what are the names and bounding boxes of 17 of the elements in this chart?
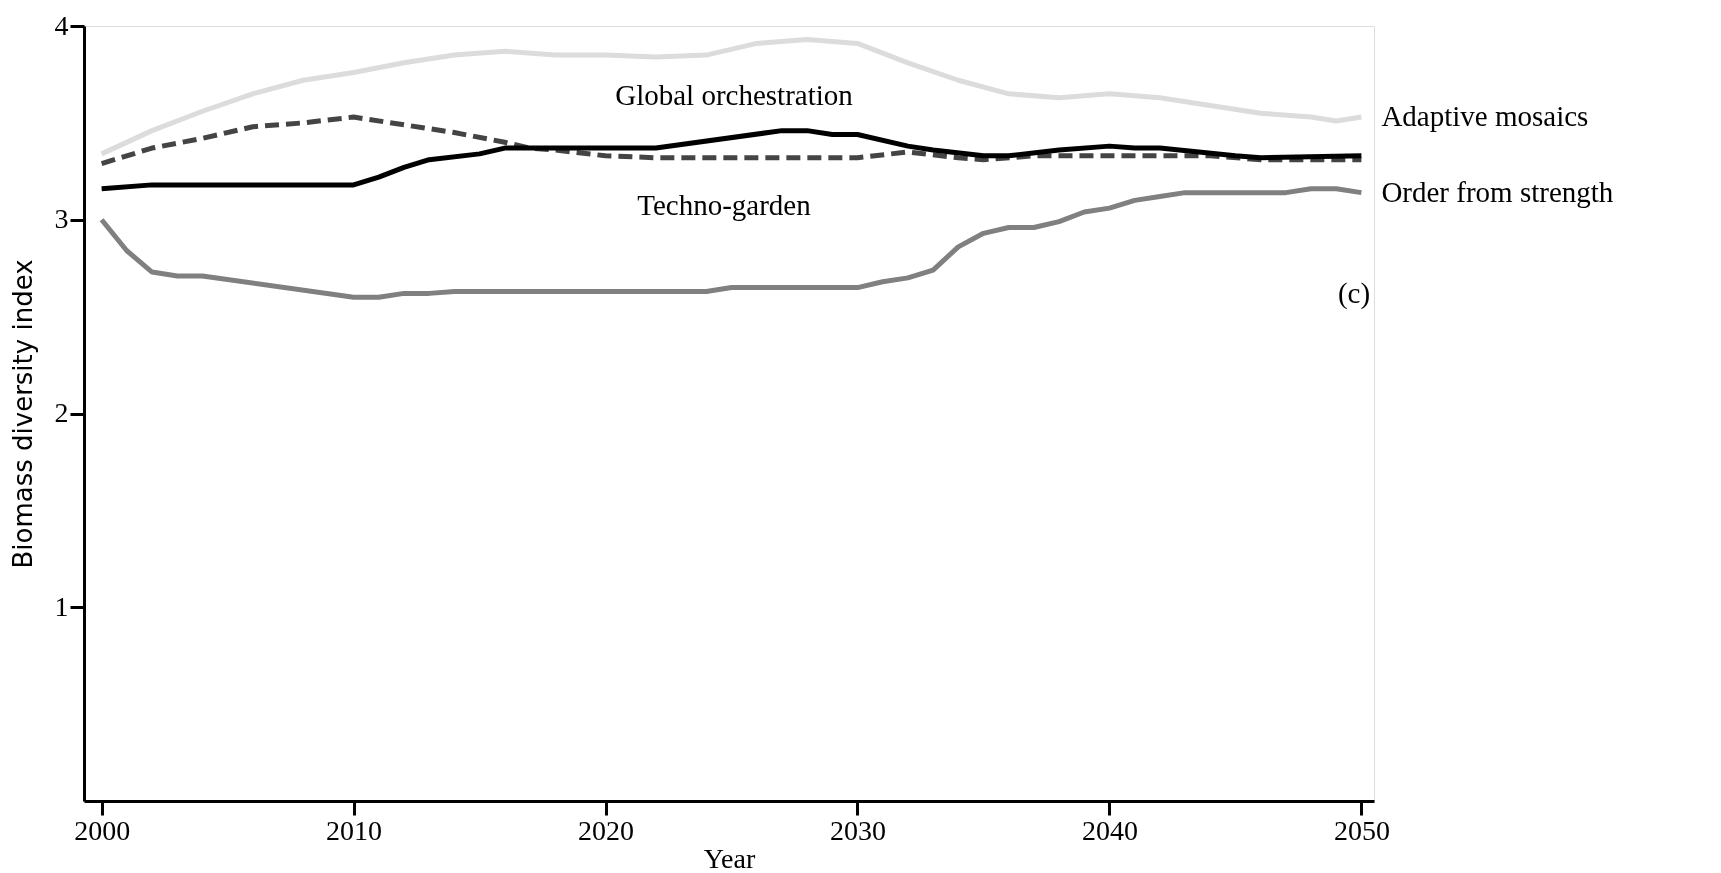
x-tick-label: 2040 xyxy=(1081,814,1138,846)
x-tick-label: 2030 xyxy=(830,814,886,846)
annotation: (c) xyxy=(1337,277,1371,310)
annotation: Global orchestration xyxy=(615,79,854,111)
series-label: Adaptive mosaics xyxy=(1381,100,1589,133)
y-tick-label: 4 xyxy=(54,9,69,41)
x-tick-label: 2010 xyxy=(326,814,383,846)
y-tick-label: 2 xyxy=(54,397,69,428)
x-tick-label: 2020 xyxy=(578,814,635,846)
y-tick-label: 1 xyxy=(54,590,69,622)
x-tick-label: 2000 xyxy=(74,814,131,846)
x-axis-title: Year xyxy=(703,842,756,873)
annotation: Techno-garden xyxy=(637,189,812,221)
x-tick-label: 2050 xyxy=(1333,814,1390,846)
y-tick-label: 3 xyxy=(54,203,69,235)
series-label: Order from strength xyxy=(1381,175,1614,208)
y-axis-title: Biomass diversity index xyxy=(7,259,38,569)
